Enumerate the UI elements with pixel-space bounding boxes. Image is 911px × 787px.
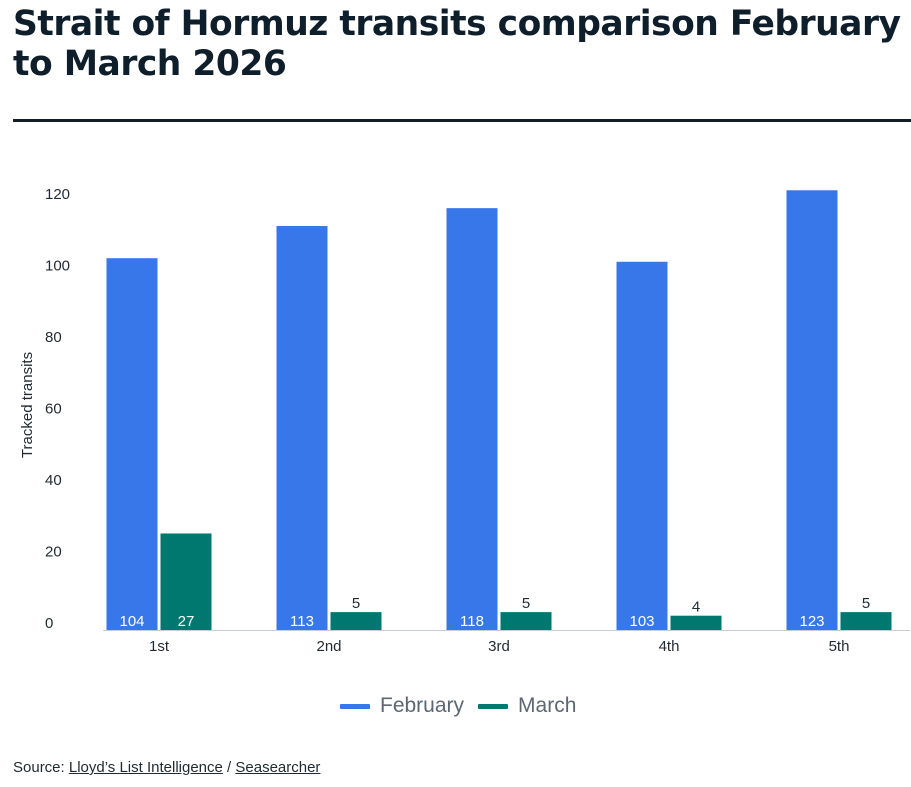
legend-item-march[interactable]: March (478, 694, 576, 718)
y-tick-label: 40 (45, 472, 62, 489)
legend-swatch-march (478, 703, 509, 709)
data-label-february: 103 (629, 613, 654, 630)
bar-chart: Tracked transits 0 20 40 60 80 100 120 104 27 11… (19, 186, 910, 655)
source-note: Source: Lloyd’s List Intelligence / Seas… (13, 759, 320, 776)
bar-february-4th[interactable] (616, 261, 668, 630)
y-axis-ticks: 0 20 40 60 80 100 120 (45, 186, 70, 632)
data-label-february: 123 (799, 613, 824, 630)
bar-march-5th[interactable] (840, 612, 892, 630)
title-divider (13, 119, 911, 122)
bar-march-3rd[interactable] (500, 612, 552, 630)
bar-february-5th[interactable] (786, 190, 838, 630)
source-separator: / (222, 759, 236, 776)
data-label-march: 5 (352, 595, 360, 612)
y-tick-label: 80 (45, 329, 62, 346)
y-tick-label: 20 (45, 544, 62, 561)
legend-item-february[interactable]: February (340, 694, 464, 718)
bars (106, 190, 892, 630)
data-label-february: 118 (460, 613, 484, 630)
data-label-march: 5 (522, 595, 530, 612)
x-axis-categories: 1st 2nd 3rd 4th 5th (149, 638, 849, 655)
data-label-february: 104 (119, 613, 144, 630)
legend-swatch-february (340, 703, 370, 709)
x-category-label: 3rd (488, 638, 510, 655)
legend-label-march: March (518, 694, 577, 717)
source-link-lloyds[interactable]: Lloyd’s List Intelligence (68, 759, 223, 776)
x-category-label: 1st (149, 638, 170, 655)
data-label-march: 4 (692, 599, 700, 616)
chart-title: Strait of Hormuz transits comparison Feb… (13, 4, 901, 84)
x-category-label: 5th (829, 638, 850, 655)
bar-february-1st[interactable] (106, 258, 158, 630)
y-tick-label: 0 (45, 615, 53, 632)
data-label-march: 27 (178, 613, 195, 630)
y-tick-label: 100 (45, 258, 70, 275)
data-label-february: 113 (290, 613, 314, 630)
source-link-seasearcher[interactable]: Seasearcher (235, 759, 321, 776)
bar-march-2nd[interactable] (330, 612, 382, 630)
x-category-label: 2nd (316, 638, 341, 655)
y-axis-label: Tracked transits (19, 352, 36, 458)
legend: February March (340, 692, 590, 720)
bar-february-2nd[interactable] (276, 226, 328, 630)
bar-march-1st[interactable] (160, 533, 212, 630)
y-tick-label: 60 (45, 401, 62, 418)
y-tick-label: 120 (45, 186, 70, 203)
data-labels: 104 27 113 5 118 5 103 4 123 5 (119, 595, 870, 630)
data-label-march: 5 (862, 595, 870, 612)
source-prefix: Source: (13, 759, 69, 776)
bar-february-3rd[interactable] (446, 208, 498, 630)
legend-label-february: February (380, 694, 465, 717)
bar-march-4th[interactable] (670, 615, 722, 630)
x-category-label: 4th (659, 638, 680, 655)
